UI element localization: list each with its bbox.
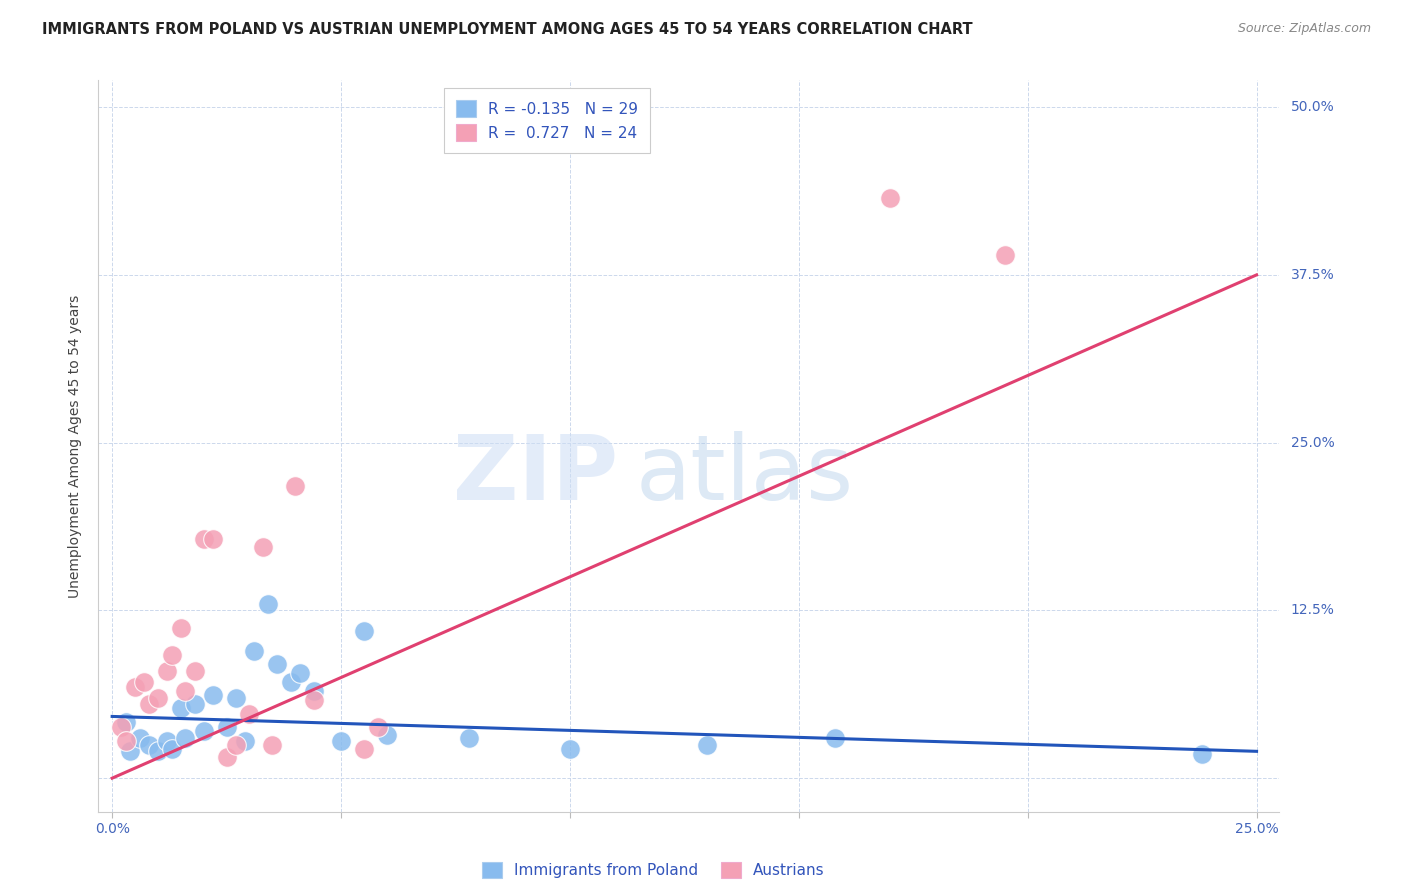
Point: [696, 738, 718, 752]
Point: [238, 706, 260, 721]
Point: [193, 724, 215, 739]
Text: 25.0%: 25.0%: [1291, 435, 1334, 450]
Point: [215, 749, 238, 764]
Point: [110, 720, 132, 734]
Text: atlas: atlas: [636, 431, 853, 519]
Text: 37.5%: 37.5%: [1291, 268, 1334, 282]
Point: [160, 741, 183, 756]
Point: [266, 657, 288, 671]
Point: [201, 688, 224, 702]
Point: [302, 684, 325, 698]
Point: [375, 728, 398, 742]
Point: [288, 666, 311, 681]
Point: [243, 643, 266, 657]
Text: IMMIGRANTS FROM POLAND VS AUSTRIAN UNEMPLOYMENT AMONG AGES 45 TO 54 YEARS CORREL: IMMIGRANTS FROM POLAND VS AUSTRIAN UNEMP…: [42, 22, 973, 37]
Point: [879, 191, 901, 205]
Point: [458, 731, 481, 745]
Point: [1191, 747, 1213, 761]
Point: [170, 621, 193, 635]
Point: [252, 541, 274, 555]
Point: [353, 624, 375, 638]
Point: [183, 664, 205, 678]
Point: [156, 664, 179, 678]
Point: [256, 597, 278, 611]
Point: [124, 680, 146, 694]
Point: [138, 738, 160, 752]
Point: [115, 714, 138, 729]
Point: [156, 733, 179, 747]
Text: ZIP: ZIP: [453, 431, 619, 519]
Point: [183, 698, 205, 712]
Point: [215, 720, 238, 734]
Point: [824, 731, 846, 745]
Point: [174, 684, 197, 698]
Point: [262, 738, 284, 752]
Y-axis label: Unemployment Among Ages 45 to 54 years: Unemployment Among Ages 45 to 54 years: [69, 294, 83, 598]
Point: [330, 733, 353, 747]
Point: [174, 731, 197, 745]
Point: [558, 741, 581, 756]
Point: [233, 733, 256, 747]
Point: [134, 674, 156, 689]
Legend: Immigrants from Poland, Austrians: Immigrants from Poland, Austrians: [477, 855, 831, 885]
Point: [201, 533, 224, 547]
Point: [994, 248, 1017, 262]
Text: Source: ZipAtlas.com: Source: ZipAtlas.com: [1237, 22, 1371, 36]
Point: [353, 741, 375, 756]
Point: [146, 690, 169, 705]
Point: [367, 720, 389, 734]
Point: [193, 533, 215, 547]
Point: [302, 693, 325, 707]
Point: [225, 738, 247, 752]
Point: [115, 733, 138, 747]
Point: [120, 744, 142, 758]
Point: [146, 744, 169, 758]
Point: [170, 701, 193, 715]
Point: [280, 674, 302, 689]
Text: 50.0%: 50.0%: [1291, 100, 1334, 114]
Point: [128, 731, 150, 745]
Point: [160, 648, 183, 662]
Point: [225, 690, 247, 705]
Text: 12.5%: 12.5%: [1291, 603, 1334, 617]
Point: [284, 478, 307, 492]
Point: [138, 698, 160, 712]
